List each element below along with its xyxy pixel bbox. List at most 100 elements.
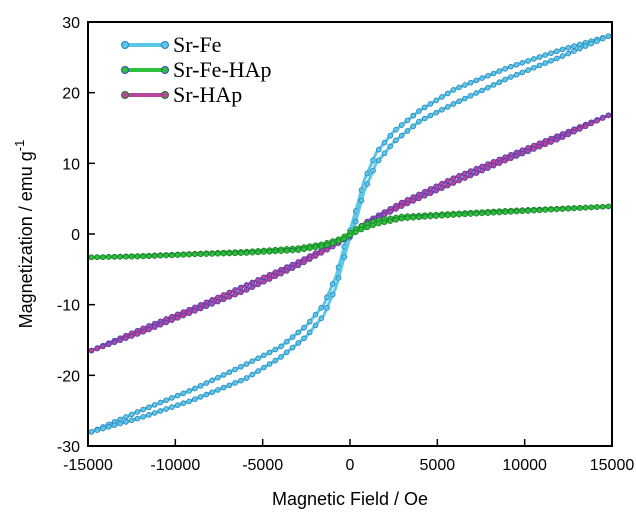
data-point (169, 317, 175, 323)
data-point (100, 425, 106, 432)
data-point (416, 118, 422, 125)
data-point (192, 385, 198, 392)
data-point (163, 319, 169, 326)
data-point (439, 94, 445, 100)
data-point (220, 296, 227, 303)
data-point (278, 343, 284, 350)
data-point (444, 182, 451, 189)
data-point (576, 205, 583, 211)
data-point (531, 146, 537, 152)
data-point (525, 148, 531, 155)
data-point (169, 404, 175, 410)
data-point (255, 249, 261, 256)
data-point (531, 207, 537, 214)
data-point (186, 398, 192, 405)
y-tick-label: -20 (57, 368, 80, 385)
data-point (295, 262, 302, 269)
x-tick-label: -15000 (63, 457, 113, 474)
data-point (582, 43, 589, 49)
data-point (306, 245, 313, 252)
data-point (473, 170, 480, 176)
data-point (306, 318, 313, 325)
data-point (105, 254, 112, 260)
data-point (186, 251, 192, 258)
data-point (335, 238, 342, 245)
data-point (444, 90, 451, 97)
data-point (312, 311, 319, 318)
legend-label: Sr-Fe (173, 32, 221, 57)
data-point (243, 282, 250, 288)
data-point (272, 346, 279, 353)
data-point (490, 70, 497, 77)
data-point (100, 254, 106, 260)
data-point (576, 126, 583, 132)
data-point (151, 324, 158, 330)
data-point (203, 303, 210, 310)
legend-marker (121, 41, 129, 49)
data-point (266, 349, 273, 356)
data-point (439, 106, 445, 113)
data-point (284, 349, 290, 356)
data-point (128, 333, 135, 339)
data-point (249, 279, 256, 286)
ticks-layer: -15000 -10000 -5000 0 5000 10000 15000 -30 -20 -1… (57, 15, 634, 474)
data-point (381, 150, 388, 157)
data-point (542, 60, 549, 66)
data-point (410, 214, 416, 221)
y-tick-label: 20 (62, 86, 80, 103)
data-point (324, 246, 330, 253)
data-point (594, 204, 600, 210)
data-point (209, 301, 215, 307)
data-point (410, 112, 416, 119)
data-point (289, 344, 296, 351)
data-point (433, 213, 439, 219)
data-point (513, 153, 520, 159)
data-point (249, 371, 256, 378)
data-point (174, 252, 181, 258)
data-point (134, 331, 141, 337)
data-point (215, 374, 221, 381)
data-point (358, 197, 365, 204)
data-point (157, 322, 164, 328)
data-point (255, 368, 261, 374)
data-point (318, 250, 325, 256)
data-point (358, 226, 365, 233)
data-point (226, 289, 233, 296)
data-point (105, 424, 112, 430)
data-point (289, 265, 296, 271)
data-point (192, 396, 198, 403)
legend-item: Sr-Fe (121, 32, 221, 57)
legend-item: Sr-HAp (121, 82, 242, 107)
data-point (146, 412, 152, 418)
data-point (249, 284, 256, 290)
data-point (295, 247, 302, 253)
data-point (243, 361, 250, 367)
data-point (496, 160, 503, 166)
data-point (473, 210, 480, 217)
data-point (582, 123, 589, 130)
data-point (261, 278, 267, 285)
data-point (588, 120, 595, 127)
data-point (548, 206, 554, 213)
data-point (531, 56, 537, 62)
data-point (387, 143, 394, 150)
data-point (318, 315, 325, 322)
data-point (117, 420, 124, 427)
data-point (226, 250, 233, 257)
data-point (238, 289, 244, 296)
data-point (404, 128, 411, 134)
data-point (261, 364, 267, 371)
data-point (151, 410, 158, 416)
data-point (266, 361, 273, 367)
data-point (404, 117, 411, 124)
data-point (347, 232, 353, 239)
data-point (364, 170, 371, 177)
data-point (329, 291, 336, 298)
data-point (496, 79, 503, 86)
data-point (588, 40, 595, 47)
legend-label: Sr-HAp (173, 82, 242, 107)
data-point (554, 48, 560, 55)
data-point (462, 211, 468, 218)
data-point (243, 250, 250, 256)
x-tick-label: 10000 (502, 457, 547, 474)
